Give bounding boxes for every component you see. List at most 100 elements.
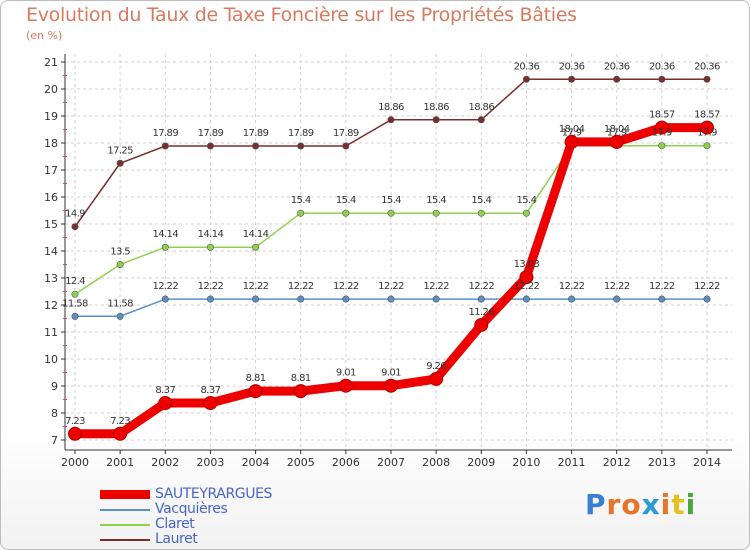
- y-tick-label: 17: [44, 164, 58, 177]
- data-label-sauteyrargues: 8.81: [246, 373, 266, 384]
- x-tick-label: 2011: [558, 456, 586, 469]
- data-point-lauret: [71, 223, 79, 231]
- legend-label: Lauret: [155, 531, 198, 547]
- data-label-sauteyrargues: 8.37: [155, 385, 175, 396]
- data-label-vacqui-res: 12.22: [243, 281, 269, 292]
- y-tick-label: 15: [44, 218, 58, 231]
- data-label-vacqui-res: 11.58: [62, 298, 88, 309]
- legend-item: Vacquières: [100, 501, 350, 517]
- data-point-lauret: [342, 142, 350, 150]
- legend-item: Claret: [100, 516, 350, 532]
- data-label-vacqui-res: 12.22: [514, 281, 540, 292]
- data-point-lauret: [613, 75, 621, 83]
- data-point-sauteyrargues: [384, 378, 398, 393]
- data-label-vacqui-res: 12.22: [559, 281, 585, 292]
- data-point-claret: [387, 209, 395, 217]
- data-point-sauteyrargues: [474, 317, 489, 332]
- data-point-lauret: [116, 159, 124, 167]
- x-tick-label: 2012: [603, 456, 631, 469]
- data-point-lauret: [206, 142, 214, 150]
- data-point-vacqui-res: [703, 295, 711, 303]
- data-label-vacqui-res: 11.58: [107, 298, 133, 309]
- logo-letter: t: [671, 488, 686, 521]
- data-point-sauteyrargues: [429, 371, 444, 386]
- data-point-claret: [658, 142, 666, 150]
- legend-item: Lauret: [100, 531, 350, 547]
- data-point-vacqui-res: [116, 312, 124, 320]
- data-point-vacqui-res: [71, 312, 79, 320]
- data-point-vacqui-res: [613, 295, 621, 303]
- data-point-vacqui-res: [342, 295, 350, 303]
- x-tick-label: 2005: [287, 456, 315, 469]
- data-label-sauteyrargues: 13.03: [514, 259, 540, 270]
- y-tick-label: 8: [51, 407, 58, 420]
- data-point-lauret: [703, 75, 711, 83]
- legend-swatch: [100, 539, 150, 541]
- data-label-sauteyrargues: 18.04: [604, 124, 630, 135]
- data-point-claret: [206, 243, 214, 251]
- data-label-vacqui-res: 12.22: [649, 281, 675, 292]
- y-tick-label: 20: [44, 83, 58, 96]
- data-point-lauret: [161, 142, 169, 150]
- data-point-lauret: [568, 75, 576, 83]
- data-point-lauret: [477, 116, 485, 124]
- y-tick-label: 7: [51, 434, 58, 447]
- x-tick-label: 2008: [422, 456, 450, 469]
- legend-swatch: [100, 509, 150, 511]
- x-tick-label: 2009: [467, 456, 495, 469]
- data-label-lauret: 20.36: [694, 61, 720, 72]
- data-point-lauret: [387, 116, 395, 124]
- data-point-claret: [342, 209, 350, 217]
- legend-swatch: [100, 490, 150, 499]
- data-point-claret: [252, 243, 260, 251]
- data-point-claret: [297, 209, 305, 217]
- data-label-sauteyrargues: 7.23: [65, 416, 85, 427]
- data-point-vacqui-res: [252, 295, 260, 303]
- data-label-claret: 15.4: [426, 195, 446, 206]
- data-point-claret: [703, 142, 711, 150]
- data-label-vacqui-res: 12.22: [423, 281, 449, 292]
- data-label-claret: 17.9: [697, 128, 717, 139]
- data-label-lauret: 20.36: [559, 61, 585, 72]
- x-tick-label: 2007: [377, 456, 405, 469]
- data-label-claret: 12.4: [65, 276, 85, 287]
- data-label-vacqui-res: 12.22: [333, 281, 359, 292]
- legend-label: SAUTEYRARGUES: [155, 486, 273, 502]
- data-label-claret: 15.4: [336, 195, 356, 206]
- y-tick-label: 11: [44, 326, 58, 339]
- y-tick-label: 14: [44, 245, 58, 258]
- data-label-vacqui-res: 12.22: [378, 281, 404, 292]
- data-label-lauret: 17.89: [333, 128, 359, 139]
- data-point-lauret: [432, 116, 440, 124]
- data-point-lauret: [297, 142, 305, 150]
- logo-letter: x: [641, 488, 661, 521]
- data-label-sauteyrargues: 9.01: [336, 368, 356, 379]
- x-tick-label: 2001: [106, 456, 134, 469]
- data-label-sauteyrargues: 7.23: [110, 416, 130, 427]
- data-point-sauteyrargues: [158, 396, 173, 411]
- legend-label: Claret: [155, 516, 195, 532]
- data-label-sauteyrargues: 18.04: [559, 124, 585, 135]
- data-label-vacqui-res: 12.22: [288, 281, 314, 292]
- data-label-lauret: 17.89: [243, 128, 269, 139]
- data-label-lauret: 17.89: [152, 128, 178, 139]
- y-tick-label: 16: [44, 191, 58, 204]
- logo-letter: i: [660, 488, 672, 521]
- data-label-claret: 15.4: [516, 195, 536, 206]
- data-label-sauteyrargues: 11.26: [468, 307, 494, 318]
- y-tick-label: 19: [44, 110, 58, 123]
- x-tick-label: 2013: [648, 456, 676, 469]
- data-label-lauret: 18.86: [423, 102, 449, 113]
- data-point-sauteyrargues: [519, 270, 534, 285]
- x-tick-label: 2000: [61, 456, 89, 469]
- data-point-sauteyrargues: [68, 426, 82, 441]
- data-point-lauret: [522, 75, 530, 83]
- data-point-sauteyrargues: [203, 396, 218, 411]
- data-point-lauret: [658, 75, 666, 83]
- logo-letter: i: [685, 488, 697, 521]
- data-label-lauret: 17.25: [107, 145, 133, 156]
- data-point-lauret: [252, 142, 260, 150]
- data-label-lauret: 14.9: [65, 209, 85, 220]
